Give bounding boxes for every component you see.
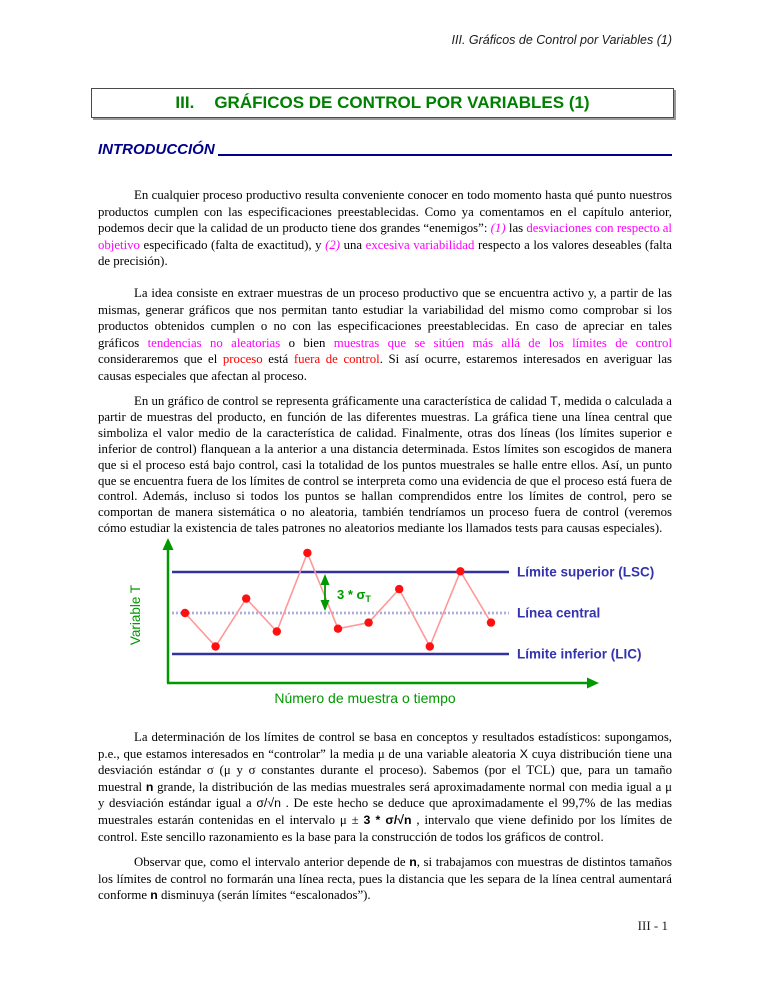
data-point: [211, 642, 220, 651]
control-chart-svg: 3 * σT Límite superior (LSC) Línea centr…: [128, 538, 654, 706]
text-run: consideraremos que el: [98, 352, 223, 367]
text-run: . De este hecho se deduce que aproximada…: [98, 796, 672, 827]
text-run: n: [409, 855, 417, 869]
upper-limit-label: Límite superior (LSC): [517, 565, 654, 580]
y-axis-label: Variable T: [128, 585, 143, 645]
paragraph-observar: Observar que, como el intervalo anterior…: [98, 854, 672, 904]
text-run: 3 * σ/√n: [363, 812, 412, 827]
lower-limit-label: Límite inferior (LIC): [517, 647, 642, 662]
paragraph-grafico-control: En un gráfico de control se representa g…: [98, 394, 672, 537]
text-run: La determinación de los límites de contr…: [98, 730, 672, 761]
data-point: [333, 624, 343, 633]
text-run: La idea consiste en extraer muestras de …: [98, 286, 672, 350]
text-run: Observar que, como el intervalo anterior…: [134, 855, 410, 869]
x-axis-label: Número de muestra o tiempo: [274, 690, 456, 706]
text-run: está: [262, 352, 294, 367]
sigma-annotation-label: 3 * σT: [337, 587, 371, 604]
data-point: [242, 594, 251, 603]
paragraph-intro-1: En cualquier proceso productivo resulta …: [98, 187, 672, 270]
text-run: En cualquier proceso productivo resulta …: [98, 188, 672, 236]
text-run: respecto a los valores deseables (falta …: [98, 237, 672, 269]
central-line-label: Línea central: [517, 606, 600, 621]
data-point: [425, 642, 434, 651]
data-point: [364, 618, 373, 627]
text-run: σ/√n: [256, 796, 281, 811]
text-run: , medida o calculada a partir de muestra…: [98, 394, 672, 536]
text-run: muestras que se sitúen más allá de los l…: [333, 335, 672, 350]
sigma-arrow-down-icon: [320, 600, 330, 611]
y-axis-arrow-icon: [162, 538, 174, 550]
text-run: grande, la distribución de las medias mu…: [98, 779, 672, 811]
text-run: cuya distribución tiene una desviación e…: [98, 746, 672, 794]
chapter-title: GRÁFICOS DE CONTROL POR VARIABLES (1): [214, 93, 590, 112]
running-header: III. Gráficos de Control por Variables (…: [451, 33, 672, 47]
paragraph-idea: La idea consiste en extraer muestras de …: [98, 285, 672, 385]
text-run: (2): [325, 237, 341, 252]
text-run: disminuya (serán límites “escalonados”).: [157, 888, 371, 903]
text-run: n: [145, 779, 154, 794]
paragraph-limites: La determinación de los límites de contr…: [98, 729, 672, 845]
text-run: las: [505, 221, 527, 236]
section-heading-introduccion: INTRODUCCIÓN: [98, 141, 672, 158]
sample-points: [180, 548, 496, 651]
text-run: En un gráfico de control se representa g…: [134, 394, 551, 408]
section-heading-rule: [217, 154, 672, 156]
page-number: III - 1: [637, 918, 668, 933]
text-run: n: [150, 888, 158, 903]
text-run: . Si así ocurre, estaremos interesados e…: [98, 352, 672, 383]
text-run: especificado (falta de exactitud), y: [139, 237, 326, 252]
data-point: [486, 618, 496, 627]
text-run: proceso: [222, 352, 263, 367]
data-point: [395, 584, 404, 594]
chapter-title-box: III. GRÁFICOS DE CONTROL POR VARIABLES (…: [91, 88, 674, 118]
text-run: tendencias no aleatorias: [147, 335, 281, 350]
sigma-annotation: 3 * σT: [320, 574, 371, 611]
text-run: , intervalo que viene definido por los l…: [98, 812, 672, 844]
x-axis-arrow-icon: [587, 677, 599, 689]
data-point: [303, 548, 312, 558]
text-run: , si trabajamos con muestras de distinto…: [98, 855, 673, 903]
text-run: T: [550, 394, 558, 408]
text-run: o bien: [280, 335, 334, 350]
text-run: una: [340, 237, 366, 252]
text-run: desviaciones con respecto al objetivo: [98, 221, 672, 252]
text-run: excesiva variabilidad: [365, 237, 475, 252]
data-point: [180, 608, 190, 618]
text-run: fuera de control: [293, 352, 380, 367]
control-chart-figure: 3 * σT Límite superior (LSC) Línea centr…: [100, 537, 680, 719]
sigma-arrow-up-icon: [320, 574, 330, 585]
axes: [162, 538, 599, 689]
data-point: [456, 567, 465, 576]
text-run: X: [519, 746, 528, 761]
text-run: (1): [490, 221, 506, 236]
chapter-numeral: III.: [175, 93, 195, 112]
data-point: [272, 627, 281, 636]
section-heading-label: INTRODUCCIÓN: [98, 141, 215, 158]
